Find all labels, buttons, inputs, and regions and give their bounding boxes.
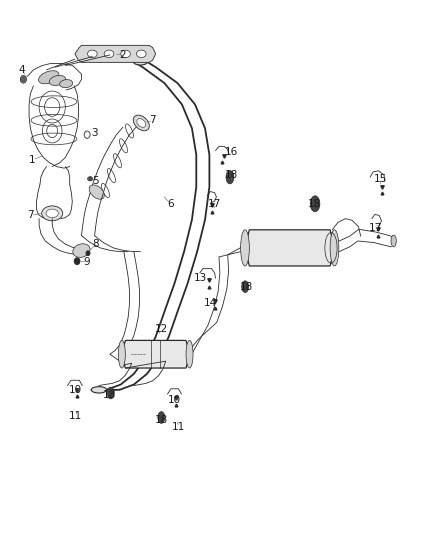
Ellipse shape <box>104 50 114 58</box>
Ellipse shape <box>158 411 165 423</box>
Polygon shape <box>122 341 190 368</box>
Text: 11: 11 <box>69 411 82 422</box>
Text: 7: 7 <box>27 210 34 220</box>
Circle shape <box>85 133 89 137</box>
Ellipse shape <box>88 176 93 181</box>
Text: 17: 17 <box>369 223 382 233</box>
Ellipse shape <box>137 119 146 127</box>
Ellipse shape <box>88 50 97 58</box>
Text: 18: 18 <box>102 390 116 400</box>
Text: 10: 10 <box>69 385 82 395</box>
Ellipse shape <box>121 50 131 58</box>
Ellipse shape <box>60 79 73 87</box>
Text: 8: 8 <box>92 239 99 248</box>
Text: 18: 18 <box>155 415 168 425</box>
Text: 5: 5 <box>92 176 99 187</box>
Circle shape <box>20 76 26 83</box>
Text: 1: 1 <box>29 155 35 165</box>
Ellipse shape <box>73 244 90 257</box>
Text: 3: 3 <box>91 127 98 138</box>
Text: 9: 9 <box>84 257 91 267</box>
Text: 6: 6 <box>167 199 173 209</box>
Polygon shape <box>75 45 155 62</box>
Circle shape <box>86 251 90 255</box>
Ellipse shape <box>46 209 58 217</box>
Ellipse shape <box>89 185 104 199</box>
Text: 18: 18 <box>307 199 321 209</box>
Text: 13: 13 <box>194 273 207 283</box>
Text: 16: 16 <box>225 147 238 157</box>
Text: 2: 2 <box>120 50 126 60</box>
Ellipse shape <box>226 171 234 184</box>
Ellipse shape <box>91 386 106 393</box>
Text: 4: 4 <box>18 65 25 75</box>
Ellipse shape <box>49 75 66 85</box>
Ellipse shape <box>391 235 396 247</box>
Text: 10: 10 <box>168 395 181 406</box>
Ellipse shape <box>118 341 125 368</box>
Circle shape <box>21 77 25 82</box>
Text: 15: 15 <box>374 174 387 184</box>
Text: 17: 17 <box>208 199 221 209</box>
Ellipse shape <box>242 281 249 293</box>
Ellipse shape <box>39 71 59 84</box>
Ellipse shape <box>107 387 114 399</box>
Circle shape <box>84 131 90 139</box>
Ellipse shape <box>310 196 320 212</box>
Text: 7: 7 <box>149 115 156 125</box>
Text: 12: 12 <box>155 324 168 334</box>
Text: 14: 14 <box>204 297 217 308</box>
Polygon shape <box>245 230 335 266</box>
Text: 18: 18 <box>225 170 238 180</box>
Ellipse shape <box>240 230 249 266</box>
Ellipse shape <box>134 59 148 65</box>
Ellipse shape <box>137 50 146 58</box>
Ellipse shape <box>89 177 92 180</box>
Ellipse shape <box>133 115 149 131</box>
Text: 18: 18 <box>240 282 253 292</box>
Ellipse shape <box>186 341 193 368</box>
Ellipse shape <box>330 230 339 266</box>
Text: 11: 11 <box>172 422 185 432</box>
Circle shape <box>74 258 80 264</box>
Ellipse shape <box>42 206 63 221</box>
